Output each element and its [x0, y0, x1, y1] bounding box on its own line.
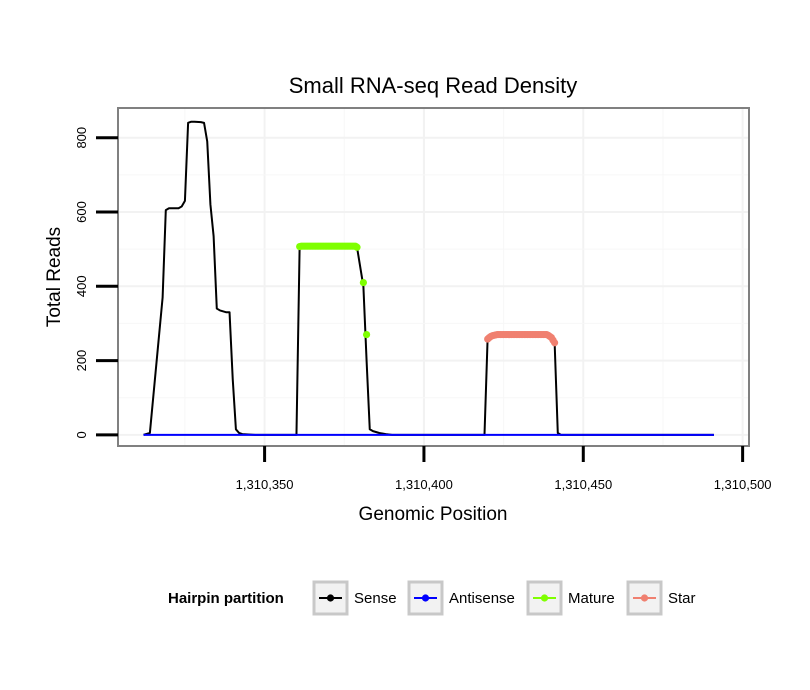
grid: [118, 108, 749, 446]
x-tick-label: 1,310,350: [236, 477, 294, 492]
series-layer: [143, 120, 714, 436]
x-tick-label: 1,310,500: [714, 477, 772, 492]
legend-key-point-antisense: [421, 594, 430, 602]
y-tick-label: 200: [74, 350, 89, 372]
legend: Hairpin partition Sense Antisense Mature St…: [168, 580, 696, 616]
plot-panel: [117, 107, 750, 447]
legend-label-sense: Sense: [354, 590, 397, 607]
series-mature-point: [353, 243, 361, 251]
x-tick-label: 1,310,450: [554, 477, 612, 492]
legend-key-point-mature: [540, 594, 549, 602]
legend-key-point-star: [640, 594, 649, 602]
y-tick-label: 400: [74, 275, 89, 297]
series-mature-point: [362, 330, 371, 339]
x-tick-label: 1,310,400: [395, 477, 453, 492]
legend-title: Hairpin partition: [168, 590, 284, 607]
series-star-point: [551, 339, 559, 347]
y-tick-label: 600: [74, 201, 89, 223]
x-axis-title: Genomic Position: [359, 504, 508, 525]
legend-key-point-sense: [326, 594, 335, 602]
y-tick-label: 0: [74, 431, 89, 438]
series-sense-line: [143, 120, 714, 436]
legend-label-antisense: Antisense: [449, 590, 515, 607]
legend-label-star: Star: [668, 590, 696, 607]
y-axis-title: Total Reads: [44, 227, 65, 327]
chart-title: Small RNA-seq Read Density: [289, 73, 578, 98]
y-tick-label: 800: [74, 127, 89, 149]
legend-label-mature: Mature: [568, 590, 615, 607]
series-mature-point: [359, 278, 367, 287]
axes: 1,310,350 1,310,400 1,310,450 1,310,500 0 200…: [74, 127, 772, 492]
